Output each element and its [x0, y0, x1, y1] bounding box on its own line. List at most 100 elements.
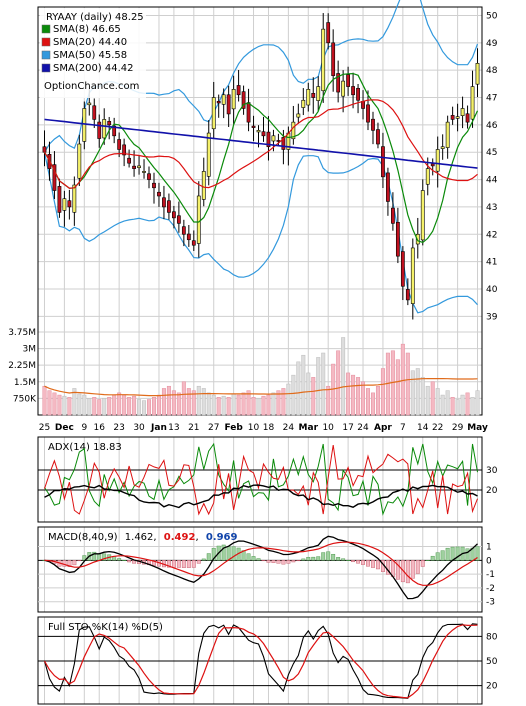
- legend-entry: SMA(200) 44.42: [53, 63, 134, 74]
- volume-bar: [52, 392, 57, 416]
- candle-body: [211, 97, 216, 130]
- volume-bar: [276, 390, 281, 416]
- macd-histogram-bar: [306, 557, 311, 561]
- candle-body: [291, 121, 296, 140]
- candle-body: [425, 168, 430, 185]
- volume-bar: [400, 343, 405, 416]
- macd-histogram-bar: [102, 553, 107, 561]
- volume-bar: [181, 381, 186, 416]
- volume-tick-label: 2.25M: [8, 361, 36, 371]
- candle-body: [445, 121, 450, 148]
- candle-body: [102, 119, 107, 139]
- candle-body: [77, 143, 82, 179]
- candle-body: [231, 89, 236, 110]
- price-axis-ticks: 39 40 41 42 43 44 45 46 47 48 49 50: [486, 11, 498, 322]
- candle-body: [206, 132, 211, 177]
- volume-bar: [112, 394, 117, 416]
- volume-bar: [311, 377, 316, 416]
- volume-bar: [241, 392, 246, 416]
- macd-histogram-bar: [371, 560, 375, 568]
- volume-bar: [301, 354, 306, 416]
- macd-tick-label: -1: [486, 570, 495, 580]
- price-tick-label: 42: [486, 230, 497, 240]
- date-tick-label: 7: [400, 423, 406, 433]
- sma-8-line: [43, 72, 479, 244]
- date-tick-label: 24: [357, 423, 369, 433]
- volume-bar: [440, 394, 445, 416]
- candle-body: [97, 121, 102, 139]
- stochastic-tick-label: 80: [486, 632, 498, 642]
- stochastic-panel: Full STO %K(14) %D(5) 80 50 20: [37, 616, 498, 705]
- macd-histogram-bar: [181, 560, 186, 568]
- adx-panel-frame: [37, 436, 483, 523]
- volume-bars: [42, 337, 480, 416]
- adx-tick-label: 20: [486, 486, 498, 496]
- volume-bar: [97, 399, 102, 416]
- volume-bar: [460, 394, 465, 416]
- volume-bar: [356, 377, 361, 416]
- volume-bar: [316, 357, 321, 416]
- candlesticks: [42, 13, 480, 320]
- volume-bar: [137, 399, 142, 416]
- macd-label: MACD(8,40,9) 1.462, 0.492, 0.969: [48, 532, 237, 543]
- candle-body: [172, 211, 176, 219]
- macd-histogram-bar: [281, 560, 286, 565]
- price-tick-label: 43: [486, 203, 497, 213]
- candle-body: [92, 105, 97, 120]
- macd-comma-2: ,: [195, 532, 198, 543]
- bollinger-lower-line: [43, 152, 478, 314]
- macd-histogram-bar: [296, 560, 301, 562]
- volume-bar: [132, 395, 137, 416]
- volume-bar: [176, 392, 181, 416]
- volume-bar: [127, 397, 132, 416]
- candle-body: [460, 108, 465, 116]
- macd-histogram-bar: [206, 553, 211, 561]
- adx-label: ADX(14) 18.83: [48, 442, 122, 453]
- macd-tick-label: 0: [486, 556, 492, 566]
- candle-body: [142, 171, 146, 173]
- candle-body: [391, 207, 395, 224]
- volume-bar: [191, 390, 196, 416]
- volume-bar: [351, 374, 356, 416]
- adx-line: [44, 484, 478, 509]
- volume-bar: [42, 385, 47, 416]
- macd-histogram-bar: [405, 560, 410, 584]
- volume-bar: [465, 392, 470, 416]
- adx-plus-di-line: [44, 442, 478, 516]
- date-tick-label: 10: [248, 423, 260, 433]
- volume-bar: [107, 397, 112, 416]
- macd-histogram-bar: [326, 551, 331, 561]
- candle-body: [216, 100, 221, 104]
- volume-bar: [296, 361, 301, 416]
- date-tick-label: 13: [168, 423, 179, 433]
- macd-tick-label: -2: [486, 584, 495, 594]
- volume-bar: [117, 392, 122, 416]
- volume-bar: [261, 395, 266, 416]
- macd-histogram-bar: [166, 560, 171, 568]
- macd-histogram-bar: [201, 558, 206, 561]
- macd-histogram-bar: [186, 560, 191, 568]
- volume-bar: [77, 393, 82, 416]
- candle-body: [475, 63, 480, 85]
- date-axis: 25 Dec 9 16 23 30 Jan 13 21 27 Feb 10 18 24 Mar 10 17 24 A…: [39, 423, 488, 433]
- candle-body: [226, 94, 231, 115]
- price-tick-label: 45: [486, 148, 497, 158]
- volume-bar: [306, 372, 311, 416]
- volume-tick-label: 750K: [13, 394, 37, 404]
- date-tick-label: 14: [417, 423, 429, 433]
- date-tick-label: Feb: [224, 423, 243, 433]
- macd-histogram-bar: [72, 560, 77, 566]
- candle-body: [271, 135, 276, 142]
- stochastic-tick-label: 50: [486, 657, 498, 667]
- candle-body: [276, 140, 281, 142]
- candle-body: [122, 144, 127, 156]
- candle-body: [261, 131, 266, 137]
- volume-bar: [366, 388, 371, 416]
- macd-histogram-bar: [117, 558, 122, 561]
- candle-body: [256, 130, 261, 133]
- volume-bar: [236, 394, 241, 416]
- candle-body: [107, 120, 112, 126]
- candle-body: [395, 222, 400, 257]
- volume-bar: [147, 399, 152, 416]
- candle-body: [72, 184, 77, 213]
